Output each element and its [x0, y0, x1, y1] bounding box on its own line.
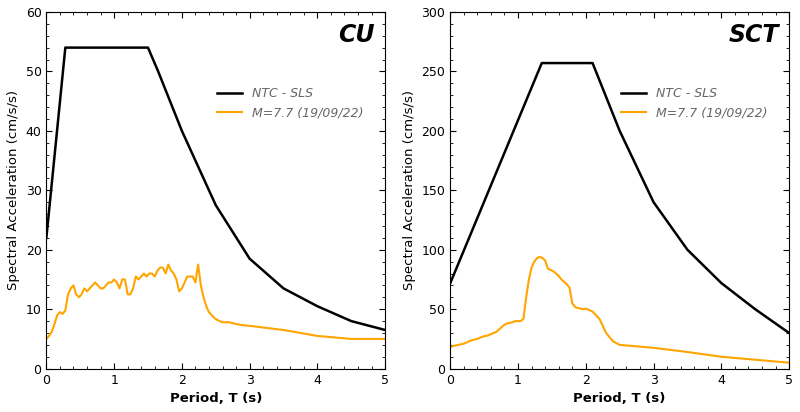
NTC - SLS [550, 61, 560, 66]
NTC - SLS [211, 203, 221, 208]
M=7.7 (19/09/22) [380, 337, 390, 342]
Line: M=7.7 (19/09/22): M=7.7 (19/09/22) [46, 265, 385, 339]
NTC - SLS [61, 45, 70, 50]
NTC - SLS [177, 129, 186, 133]
M=7.7 (19/09/22) [784, 360, 794, 365]
M=7.7 (19/09/22) [163, 262, 173, 267]
M=7.7 (19/09/22) [516, 318, 526, 323]
Y-axis label: Spectral Acceleration (cm/s/s): Spectral Acceleration (cm/s/s) [7, 90, 20, 290]
NTC - SLS [313, 304, 322, 309]
Text: CU: CU [338, 23, 375, 47]
M=7.7 (19/09/22) [231, 322, 241, 327]
M=7.7 (19/09/22) [153, 268, 162, 273]
Line: NTC - SLS: NTC - SLS [46, 48, 385, 330]
M=7.7 (19/09/22) [42, 337, 51, 342]
M=7.7 (19/09/22) [559, 279, 569, 284]
Legend: NTC - SLS, M=7.7 (19/09/22): NTC - SLS, M=7.7 (19/09/22) [616, 82, 773, 125]
NTC - SLS [143, 45, 153, 50]
NTC - SLS [784, 330, 794, 335]
NTC - SLS [615, 129, 625, 133]
NTC - SLS [717, 281, 726, 286]
M=7.7 (19/09/22) [557, 277, 566, 282]
NTC - SLS [380, 328, 390, 332]
NTC - SLS [537, 61, 546, 66]
Line: NTC - SLS: NTC - SLS [450, 63, 789, 333]
NTC - SLS [649, 200, 658, 205]
Line: M=7.7 (19/09/22): M=7.7 (19/09/22) [450, 257, 789, 363]
NTC - SLS [278, 286, 288, 291]
NTC - SLS [682, 247, 692, 252]
NTC - SLS [588, 61, 598, 66]
Y-axis label: Spectral Acceleration (cm/s/s): Spectral Acceleration (cm/s/s) [403, 90, 416, 290]
M=7.7 (19/09/22) [535, 254, 545, 259]
NTC - SLS [750, 307, 760, 311]
NTC - SLS [446, 281, 455, 286]
M=7.7 (19/09/22) [530, 259, 539, 264]
X-axis label: Period, T (s): Period, T (s) [170, 392, 262, 405]
M=7.7 (19/09/22) [150, 274, 159, 279]
NTC - SLS [346, 318, 356, 323]
NTC - SLS [245, 256, 254, 261]
M=7.7 (19/09/22) [85, 286, 94, 291]
M=7.7 (19/09/22) [82, 289, 92, 294]
NTC - SLS [154, 69, 163, 74]
Text: SCT: SCT [728, 23, 779, 47]
X-axis label: Period, T (s): Period, T (s) [574, 392, 666, 405]
M=7.7 (19/09/22) [543, 266, 553, 271]
NTC - SLS [75, 45, 85, 50]
NTC - SLS [42, 235, 51, 240]
Legend: NTC - SLS, M=7.7 (19/09/22): NTC - SLS, M=7.7 (19/09/22) [212, 82, 369, 125]
M=7.7 (19/09/22) [446, 345, 455, 350]
M=7.7 (19/09/22) [467, 337, 477, 342]
M=7.7 (19/09/22) [106, 280, 116, 285]
